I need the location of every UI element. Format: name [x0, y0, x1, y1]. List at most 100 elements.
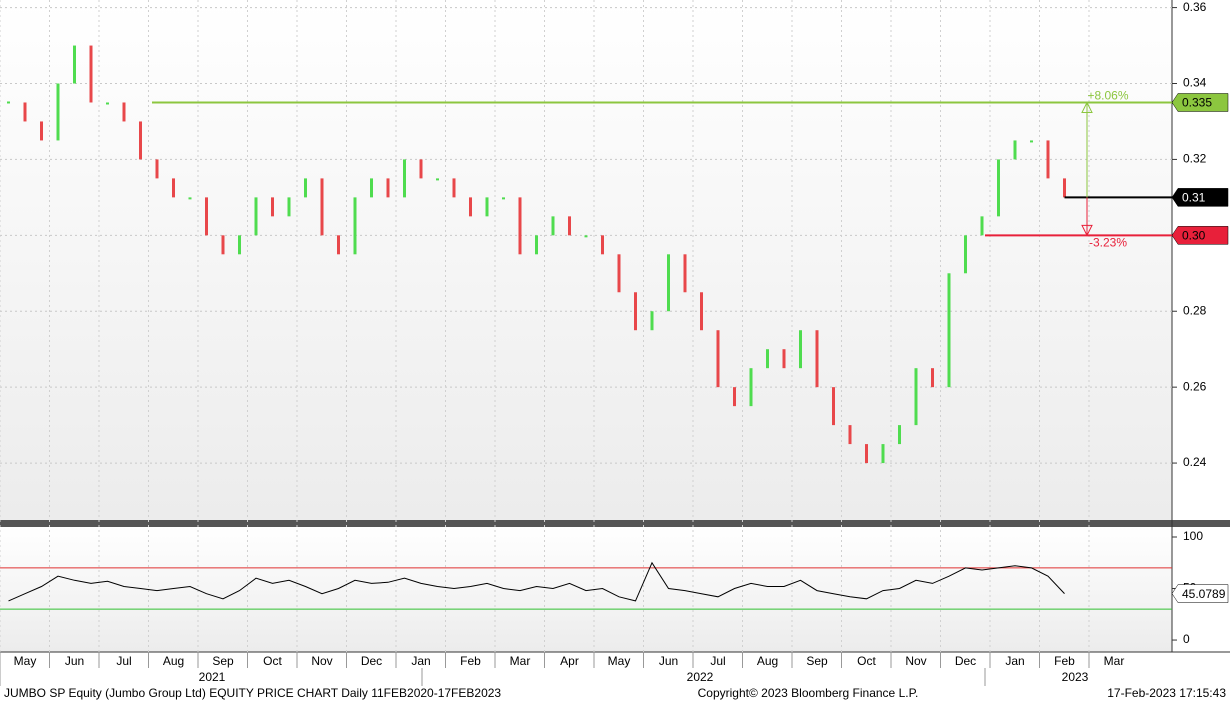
- x-tick-label: Sep: [806, 654, 828, 668]
- price-bar: [337, 235, 340, 255]
- price-bar: [551, 216, 555, 236]
- rsi-panel: [0, 527, 1172, 652]
- price-bar: [221, 235, 225, 255]
- price-bar: [172, 178, 175, 198]
- price-bar: [733, 387, 736, 407]
- price-bar: [931, 368, 934, 388]
- price-bar: [667, 254, 670, 312]
- level-tag: [1171, 93, 1229, 112]
- price-bar: [898, 425, 901, 445]
- price-bar: [832, 387, 835, 426]
- x-tick-label: Jun: [65, 654, 84, 668]
- level-arrowhead: [1081, 224, 1093, 237]
- price-bar: [139, 121, 142, 160]
- price-bar: [502, 197, 505, 200]
- level-change: +8.06%: [1087, 89, 1128, 103]
- x-tick-label: Jul: [710, 654, 725, 668]
- y-tick-label: 0.24: [1183, 455, 1207, 469]
- price-bar: [403, 159, 406, 198]
- year-label: 2022: [687, 670, 714, 684]
- price-bar: [964, 235, 967, 274]
- price-bar: [106, 102, 109, 105]
- x-tick-label: Jan: [1005, 654, 1024, 668]
- level-label: 0.335: [1182, 96, 1212, 110]
- footer-center: Copyright© 2023 Bloomberg Finance L.P.: [698, 686, 919, 700]
- price-bar: [73, 45, 76, 84]
- price-bar: [1030, 140, 1033, 143]
- price-bar: [1046, 140, 1050, 179]
- price-bar: [881, 444, 885, 464]
- x-tick-label: Dec: [361, 654, 382, 668]
- price-bar: [997, 159, 1000, 217]
- price-bar: [271, 197, 274, 217]
- price-bar: [287, 197, 291, 217]
- level-tag: [1171, 226, 1229, 245]
- price-bar: [683, 254, 687, 293]
- price-bar: [749, 368, 753, 407]
- price-bar: [353, 197, 357, 255]
- x-tick-label: Oct: [857, 654, 876, 668]
- price-bar: [716, 330, 720, 388]
- price-bar: [1063, 178, 1066, 198]
- price-bar: [947, 273, 951, 388]
- x-tick-label: Aug: [757, 654, 778, 668]
- x-tick-label: Feb: [460, 654, 481, 668]
- last-price-label: 0.31: [1182, 191, 1206, 205]
- price-bar: [122, 102, 126, 122]
- x-tick-label: Nov: [905, 654, 926, 668]
- y2-tick-label: 100: [1183, 529, 1203, 543]
- price-bar: [584, 235, 588, 238]
- price-bar: [848, 425, 852, 445]
- x-tick-label: Jun: [659, 654, 678, 668]
- price-bar: [650, 311, 654, 331]
- x-tick-label: May: [14, 654, 37, 668]
- price-bar: [386, 178, 390, 198]
- price-bar: [452, 178, 456, 198]
- price-bar: [634, 292, 637, 331]
- price-bar: [89, 45, 93, 103]
- year-label: 2023: [1062, 670, 1089, 684]
- last-rsi-label: 45.0789: [1182, 587, 1226, 601]
- price-bar: [304, 178, 307, 198]
- price-bar: [535, 235, 538, 255]
- x-tick-label: Nov: [311, 654, 332, 668]
- price-bar: [980, 216, 984, 236]
- x-tick-label: Mar: [510, 654, 531, 668]
- x-tick-label: Dec: [955, 654, 976, 668]
- price-bar: [254, 197, 258, 236]
- level-arrowhead: [1081, 101, 1093, 113]
- x-tick-label: Mar: [1104, 654, 1125, 668]
- x-tick-label: May: [608, 654, 631, 668]
- x-tick-label: Jan: [411, 654, 430, 668]
- price-bar: [1013, 140, 1017, 160]
- last-price-tag: [1171, 188, 1229, 207]
- price-bar: [205, 197, 208, 236]
- x-tick-label: Apr: [560, 654, 579, 668]
- x-tick-label: Oct: [263, 654, 282, 668]
- price-bar: [799, 330, 802, 369]
- price-bar: [568, 216, 571, 236]
- footer-right: 17-Feb-2023 17:15:43: [1107, 686, 1226, 700]
- price-bar: [601, 235, 604, 255]
- price-panel: [0, 0, 1172, 520]
- price-bar: [469, 197, 472, 217]
- price-bar: [815, 330, 819, 388]
- price-bar: [238, 235, 241, 255]
- level-change: -3.23%: [1089, 236, 1127, 250]
- x-tick-label: Aug: [163, 654, 184, 668]
- y-tick-label: 0.28: [1183, 303, 1207, 317]
- price-bar: [914, 368, 918, 426]
- price-bar: [188, 197, 192, 200]
- price-bar: [700, 292, 703, 331]
- price-bar: [518, 197, 522, 255]
- price-bar: [40, 121, 43, 141]
- price-bar: [155, 159, 159, 179]
- price-bar: [56, 83, 60, 141]
- year-label: 2021: [199, 670, 226, 684]
- price-bar: [485, 197, 489, 217]
- last-rsi-tag: [1171, 584, 1229, 603]
- price-bar: [419, 159, 423, 179]
- price-bar: [320, 178, 324, 236]
- price-bar: [436, 178, 439, 181]
